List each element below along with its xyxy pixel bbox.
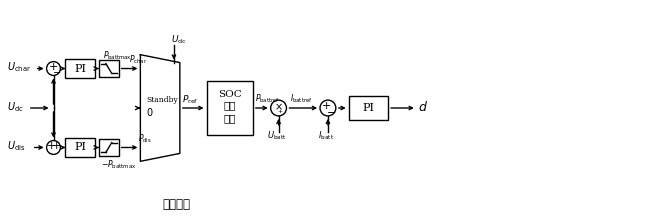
Text: $-$: $-$ bbox=[326, 106, 336, 116]
Text: $-P_{\rm battmax}$: $-P_{\rm battmax}$ bbox=[101, 158, 136, 170]
Bar bbox=[99, 60, 119, 77]
Circle shape bbox=[320, 100, 336, 116]
Text: +: + bbox=[52, 141, 61, 151]
Text: $-$: $-$ bbox=[52, 67, 61, 76]
Text: $U_{\rm batt}$: $U_{\rm batt}$ bbox=[266, 129, 286, 142]
Text: $0$: $0$ bbox=[146, 106, 154, 118]
Text: +: + bbox=[47, 141, 56, 151]
Text: 模块: 模块 bbox=[223, 114, 236, 123]
Text: $d$: $d$ bbox=[418, 100, 428, 114]
Text: PI: PI bbox=[74, 143, 86, 152]
Text: $U_{\rm dc}$: $U_{\rm dc}$ bbox=[171, 34, 186, 46]
Circle shape bbox=[46, 141, 61, 154]
Bar bbox=[99, 139, 119, 156]
Polygon shape bbox=[141, 55, 180, 161]
Text: $_{+}$: $_{+}$ bbox=[277, 108, 284, 116]
Text: $P_{\rm battmax}$: $P_{\rm battmax}$ bbox=[103, 49, 132, 62]
Text: 切换模块: 切换模块 bbox=[163, 198, 191, 211]
Text: +: + bbox=[322, 101, 332, 111]
Text: $U_{\rm char}$: $U_{\rm char}$ bbox=[7, 61, 32, 75]
Text: SOC: SOC bbox=[218, 90, 242, 99]
Circle shape bbox=[46, 62, 61, 75]
Bar bbox=[65, 138, 95, 157]
Circle shape bbox=[271, 100, 286, 116]
Text: PI: PI bbox=[74, 64, 86, 73]
Text: $U_{\rm dc}$: $U_{\rm dc}$ bbox=[7, 100, 24, 114]
Bar bbox=[65, 59, 95, 78]
Text: $I_{\rm batt}$: $I_{\rm batt}$ bbox=[318, 129, 334, 142]
Text: $P_{\rm dis}$: $P_{\rm dis}$ bbox=[139, 132, 152, 145]
Text: $P_{\rm ref}$: $P_{\rm ref}$ bbox=[182, 94, 198, 106]
Text: $\times$: $\times$ bbox=[274, 102, 283, 112]
Bar bbox=[206, 81, 253, 135]
Text: $I_{\rm battref}$: $I_{\rm battref}$ bbox=[290, 93, 313, 105]
Text: 限制: 限制 bbox=[223, 102, 236, 111]
Text: $U_{\rm dis}$: $U_{\rm dis}$ bbox=[7, 140, 26, 153]
Bar bbox=[349, 96, 388, 120]
Text: $P_{\rm char}$: $P_{\rm char}$ bbox=[128, 53, 147, 66]
Text: PI: PI bbox=[362, 103, 374, 113]
Text: Standby: Standby bbox=[146, 96, 178, 104]
Text: $P_{\rm battref}$: $P_{\rm battref}$ bbox=[255, 93, 280, 105]
Text: +: + bbox=[49, 62, 58, 71]
